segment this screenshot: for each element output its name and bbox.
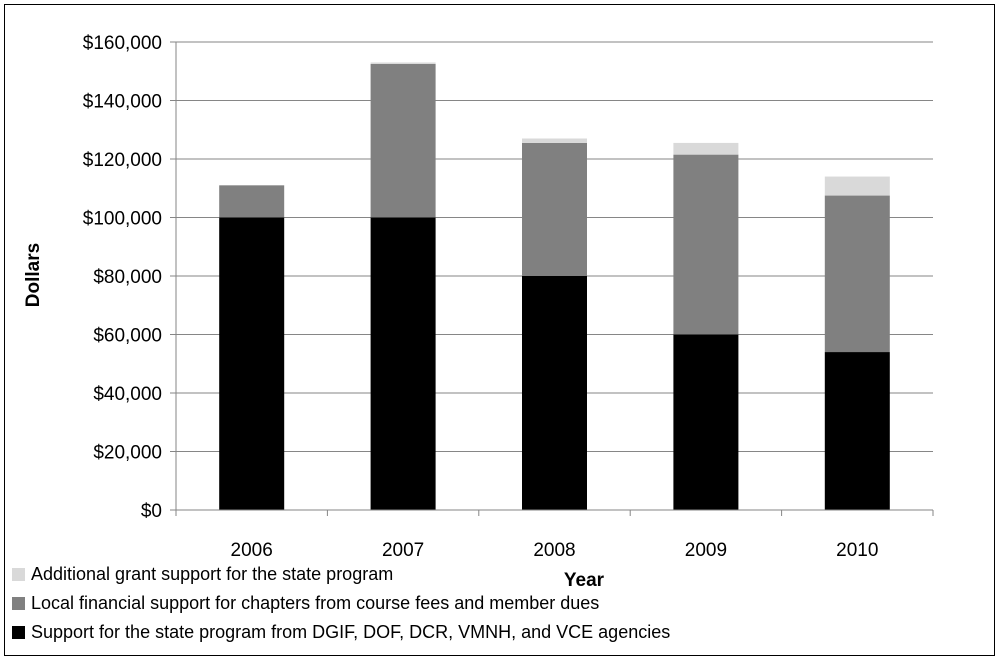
y-tick-label: $140,000 <box>83 92 162 113</box>
bar-segment <box>522 276 587 510</box>
x-tick-labels: 2006 2007 2008 2009 2010 <box>231 540 879 561</box>
y-tick-label: $120,000 <box>83 150 162 171</box>
bar-segment <box>673 334 739 510</box>
x-tick-label: 2006 <box>231 540 273 561</box>
y-tick-label: $0 <box>141 501 162 522</box>
legend-label: Support for the state program from DGIF,… <box>31 622 670 642</box>
legend-swatch <box>12 626 25 639</box>
bar-segment <box>370 217 436 510</box>
y-tick-label: $80,000 <box>93 267 162 288</box>
y-tick-label: $40,000 <box>93 384 162 405</box>
bar-segment <box>824 352 890 510</box>
bar-segment <box>673 154 739 335</box>
bar-segment <box>824 176 890 196</box>
y-axis-title: Dollars <box>23 243 44 307</box>
legend-swatch <box>12 568 25 581</box>
legend-label: Additional grant support for the state p… <box>31 564 393 584</box>
x-axis-title: Year <box>564 570 605 591</box>
bar-segment <box>219 217 285 510</box>
y-tick-label: $100,000 <box>83 209 162 230</box>
y-tick-label: $160,000 <box>83 33 162 54</box>
bar-segment <box>219 185 285 218</box>
bar-segment <box>370 62 436 64</box>
y-tick-label: $60,000 <box>93 326 162 347</box>
y-tick-labels: $0 $20,000 $40,000 $60,000 $80,000 $100,000 $1… <box>83 33 162 522</box>
x-tick-label: 2009 <box>685 540 727 561</box>
bars <box>219 62 890 510</box>
axes <box>175 42 934 516</box>
bar-segment <box>824 195 890 353</box>
bar-segment <box>522 142 587 276</box>
legend: Additional grant support for the state p… <box>12 564 670 642</box>
bar-segment <box>522 138 587 143</box>
legend-label: Local financial support for chapters fro… <box>31 593 599 613</box>
y-tick-label: $20,000 <box>93 443 162 464</box>
bar-segment <box>673 142 739 155</box>
bar-segment <box>370 63 436 218</box>
x-tick-label: 2008 <box>533 540 575 561</box>
x-tick-label: 2007 <box>382 540 424 561</box>
x-tick-label: 2010 <box>836 540 878 561</box>
legend-swatch <box>12 597 25 610</box>
